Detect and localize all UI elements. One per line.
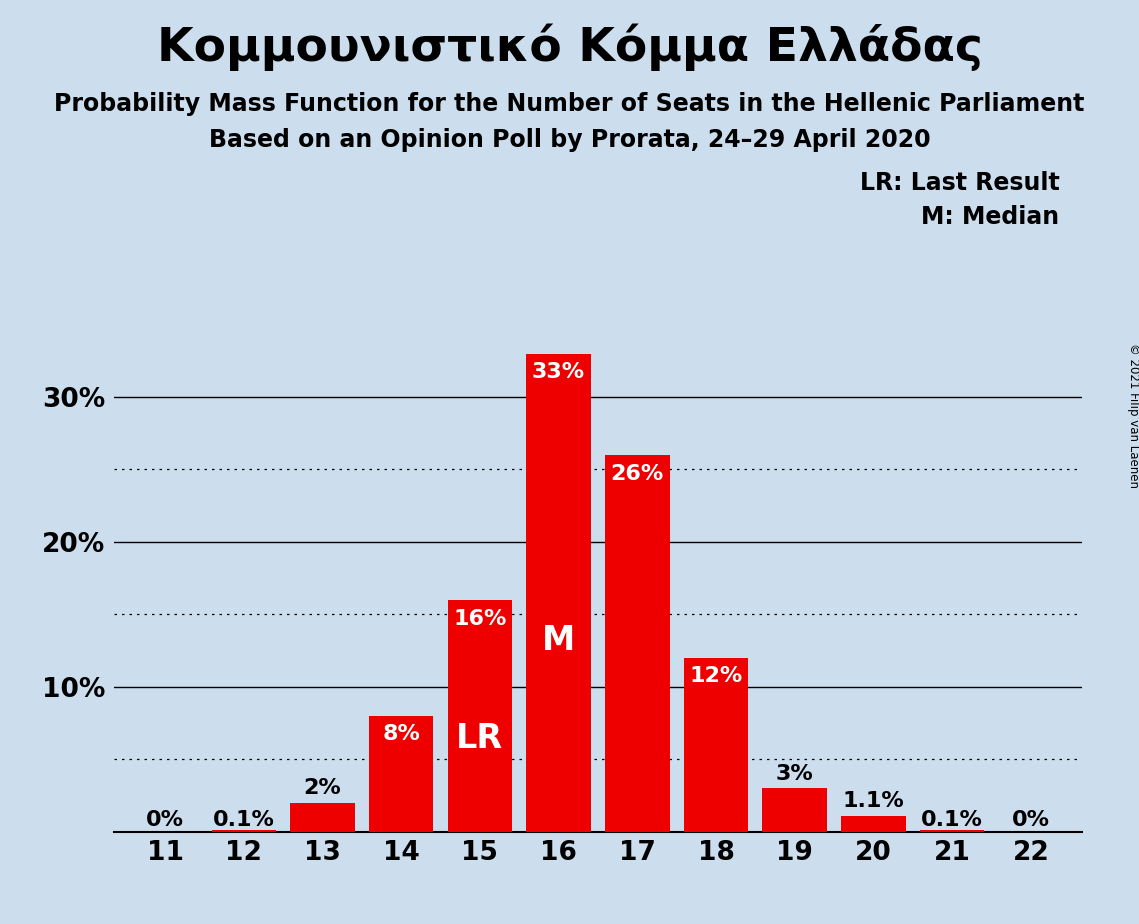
- Text: 33%: 33%: [532, 362, 585, 383]
- Bar: [212, 830, 276, 832]
- Bar: [842, 816, 906, 832]
- Bar: [605, 455, 670, 832]
- Text: M: Median: M: Median: [921, 205, 1059, 229]
- Text: LR: LR: [457, 723, 503, 756]
- Text: 26%: 26%: [611, 464, 664, 483]
- Text: 12%: 12%: [689, 666, 743, 687]
- Text: 1.1%: 1.1%: [843, 791, 904, 811]
- Text: 2%: 2%: [304, 778, 342, 798]
- Bar: [920, 830, 984, 832]
- Bar: [448, 600, 513, 832]
- Text: LR: Last Result: LR: Last Result: [860, 171, 1059, 195]
- Text: 0.1%: 0.1%: [921, 810, 983, 830]
- Text: 8%: 8%: [383, 724, 420, 745]
- Text: 0%: 0%: [146, 810, 185, 830]
- Bar: [526, 354, 591, 832]
- Text: 0.1%: 0.1%: [213, 810, 274, 830]
- Text: Κομμουνιστικό Κόμμα Ελλάδας: Κομμουνιστικό Κόμμα Ελλάδας: [156, 23, 983, 70]
- Text: Probability Mass Function for the Number of Seats in the Hellenic Parliament: Probability Mass Function for the Number…: [55, 92, 1084, 116]
- Text: 0%: 0%: [1011, 810, 1050, 830]
- Bar: [683, 658, 748, 832]
- Text: © 2021 Filip van Laenen: © 2021 Filip van Laenen: [1126, 344, 1139, 488]
- Text: M: M: [542, 624, 575, 657]
- Text: 3%: 3%: [776, 764, 813, 784]
- Bar: [369, 716, 434, 832]
- Bar: [290, 803, 354, 832]
- Bar: [762, 788, 827, 832]
- Text: Based on an Opinion Poll by Prorata, 24–29 April 2020: Based on an Opinion Poll by Prorata, 24–…: [208, 128, 931, 152]
- Text: 16%: 16%: [453, 609, 507, 628]
